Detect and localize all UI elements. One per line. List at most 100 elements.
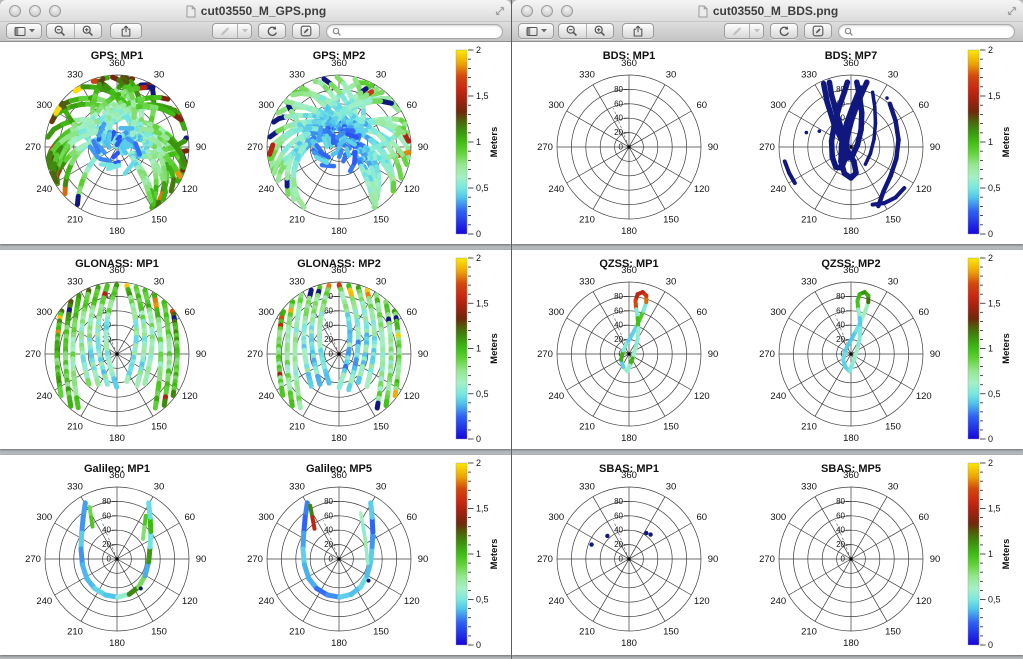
chevron-down-icon bbox=[753, 29, 760, 33]
colorbar-tick-label: 0 bbox=[988, 640, 993, 650]
azimuth-label: 180 bbox=[109, 433, 125, 444]
search-input[interactable] bbox=[854, 25, 1014, 38]
annotate-dropdown-button[interactable] bbox=[749, 24, 763, 38]
satellite-tracks bbox=[841, 290, 871, 374]
azimuth-label: 360 bbox=[109, 58, 125, 69]
azimuth-label: 30 bbox=[154, 276, 165, 287]
colorbar-axis-label: Meters bbox=[489, 539, 500, 570]
annotate-button[interactable] bbox=[725, 24, 749, 38]
colorbar-tick-label: 0,5 bbox=[988, 183, 1001, 193]
azimuth-label: 270 bbox=[25, 554, 41, 565]
sidebar-toggle-button[interactable] bbox=[6, 23, 42, 39]
azimuth-label: 120 bbox=[404, 391, 420, 402]
azimuth-label: 360 bbox=[331, 265, 347, 276]
zoom-in-button[interactable] bbox=[585, 24, 613, 38]
azimuth-label: 330 bbox=[289, 69, 305, 80]
colorbar-tick-label: 0,5 bbox=[476, 595, 489, 605]
plot-title: SBAS: MP5 bbox=[821, 463, 881, 475]
rotate-left-button[interactable] bbox=[258, 23, 286, 39]
colorbar-axis-label: Meters bbox=[489, 127, 500, 158]
azimuth-label: 150 bbox=[151, 627, 167, 638]
azimuth-label: 60 bbox=[406, 307, 417, 318]
satellite-tracks bbox=[276, 282, 402, 411]
zoom-out-button[interactable] bbox=[559, 24, 586, 38]
zoom-control-group bbox=[558, 23, 614, 39]
markup-icon bbox=[300, 25, 312, 37]
colorbar-tick-label: 1,5 bbox=[476, 504, 489, 514]
plot-title: Galileo: MP1 bbox=[84, 463, 150, 475]
document-proxy-icon[interactable] bbox=[697, 5, 709, 18]
zoom-button[interactable] bbox=[561, 5, 573, 17]
elevation-label: 0 bbox=[619, 555, 624, 564]
colorbar-tick-label: 1,5 bbox=[476, 91, 489, 101]
plot-title: QZSS: MP2 bbox=[821, 258, 880, 270]
titlebar[interactable]: cut03550_M_BDS.png bbox=[512, 0, 1023, 22]
minimize-button[interactable] bbox=[29, 5, 41, 17]
fullscreen-icon[interactable] bbox=[494, 5, 506, 17]
azimuth-label: 210 bbox=[289, 215, 305, 226]
azimuth-label: 210 bbox=[289, 422, 305, 433]
plots-canvas: BDS: MP136030609012015018021024027030033… bbox=[537, 45, 1012, 239]
azimuth-label: 30 bbox=[376, 481, 387, 492]
azimuth-label: 150 bbox=[663, 215, 679, 226]
annotate-button[interactable] bbox=[213, 24, 237, 38]
azimuth-label: 120 bbox=[694, 184, 710, 195]
chevron-down-icon bbox=[540, 29, 547, 33]
image-page: GPS: MP1 360 30 60 90 120 150 180 210 240 270 300 33… bbox=[0, 42, 511, 244]
elevation-label: 60 bbox=[614, 511, 623, 520]
azimuth-label: 150 bbox=[885, 215, 901, 226]
titlebar[interactable]: cut03550_M_GPS.png bbox=[0, 0, 511, 22]
azimuth-label: 240 bbox=[548, 391, 564, 402]
plot-title: SBAS: MP1 bbox=[599, 463, 659, 475]
markup-toolbar-button[interactable] bbox=[292, 23, 320, 39]
azimuth-label: 30 bbox=[888, 276, 899, 287]
azimuth-label: 90 bbox=[196, 349, 207, 360]
colorbar: 0 0,5 1 1,5 2 Meters bbox=[455, 458, 500, 650]
share-button[interactable] bbox=[622, 23, 654, 39]
share-icon bbox=[632, 25, 644, 37]
azimuth-label: 60 bbox=[184, 512, 195, 523]
zoom-button[interactable] bbox=[49, 5, 61, 17]
azimuth-label: 60 bbox=[184, 307, 195, 318]
colorbar-tick-label: 1,5 bbox=[988, 504, 1001, 514]
colorbar-tick-label: 1,5 bbox=[476, 298, 489, 308]
azimuth-label: 90 bbox=[418, 349, 429, 360]
search-input[interactable] bbox=[342, 25, 502, 38]
rotate-left-button[interactable] bbox=[770, 23, 798, 39]
azimuth-label: 150 bbox=[663, 627, 679, 638]
azimuth-label: 240 bbox=[36, 596, 52, 607]
annotate-dropdown-button[interactable] bbox=[237, 24, 251, 38]
azimuth-label: 180 bbox=[843, 226, 859, 237]
elevation-label: 20 bbox=[836, 540, 845, 549]
colorbar: 0 0,5 1 1,5 2 Meters bbox=[967, 458, 1012, 650]
colorbar-tick-label: 1 bbox=[988, 344, 993, 354]
azimuth-label: 270 bbox=[537, 349, 553, 360]
elevation-label: 0 bbox=[841, 555, 846, 564]
rotate-left-icon bbox=[266, 25, 278, 37]
search-field[interactable] bbox=[326, 24, 503, 39]
sidebar-toggle-button[interactable] bbox=[518, 23, 554, 39]
zoom-out-button[interactable] bbox=[47, 24, 74, 38]
minimize-button[interactable] bbox=[541, 5, 553, 17]
azimuth-label: 330 bbox=[579, 276, 595, 287]
azimuth-label: 150 bbox=[373, 215, 389, 226]
azimuth-label: 180 bbox=[109, 226, 125, 237]
colorbar-tick-label: 2 bbox=[988, 253, 993, 263]
azimuth-label: 30 bbox=[666, 276, 677, 287]
share-button[interactable] bbox=[110, 23, 142, 39]
fullscreen-icon[interactable] bbox=[1006, 5, 1018, 17]
search-field[interactable] bbox=[838, 24, 1015, 39]
zoom-in-button[interactable] bbox=[73, 24, 101, 38]
document-proxy-icon[interactable] bbox=[185, 5, 197, 18]
azimuth-label: 90 bbox=[708, 142, 719, 153]
close-button[interactable] bbox=[521, 5, 533, 17]
close-button[interactable] bbox=[9, 5, 21, 17]
elevation-label: 0 bbox=[107, 555, 112, 564]
azimuth-label: 210 bbox=[579, 627, 595, 638]
azimuth-label: 180 bbox=[621, 638, 637, 649]
markup-toolbar-button[interactable] bbox=[804, 23, 832, 39]
azimuth-label: 60 bbox=[918, 307, 929, 318]
azimuth-label: 120 bbox=[916, 391, 932, 402]
